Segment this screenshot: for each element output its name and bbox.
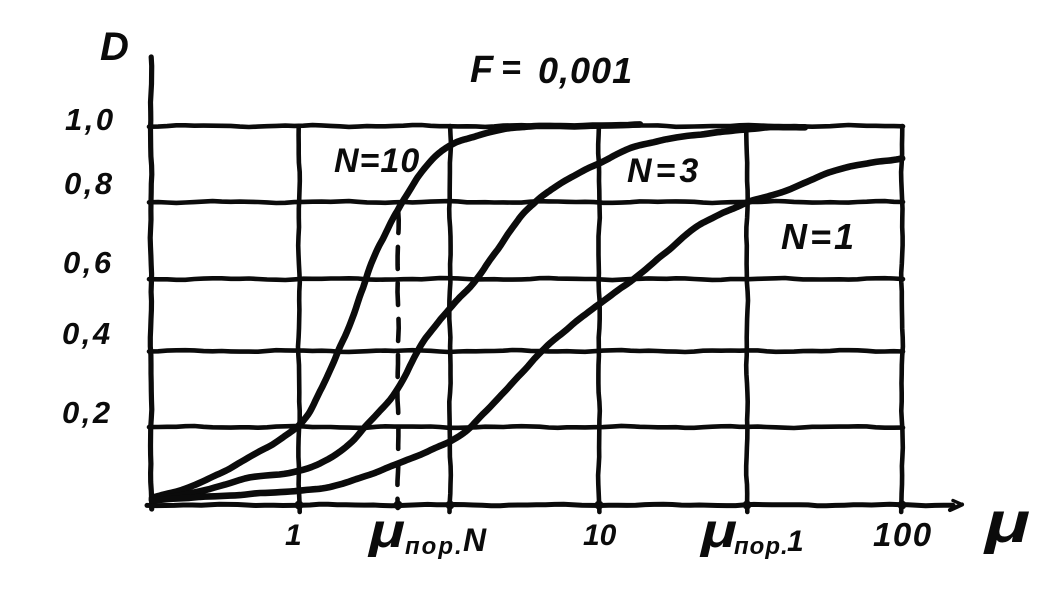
svg-text:100: 100 [873, 516, 933, 553]
svg-text:0,4: 0,4 [62, 316, 113, 351]
svg-text:μ: μ [699, 505, 738, 558]
svg-text:0,2: 0,2 [62, 395, 113, 430]
svg-text:0,8: 0,8 [64, 166, 115, 201]
svg-text:1: 1 [787, 525, 804, 558]
svg-text:F: F [470, 49, 495, 91]
svg-text:μ: μ [367, 505, 406, 558]
svg-text:10: 10 [583, 519, 617, 552]
svg-text:N=10: N=10 [334, 142, 420, 180]
svg-text:0,6: 0,6 [63, 245, 114, 280]
svg-text:1: 1 [285, 519, 302, 552]
svg-text:μ: μ [982, 490, 1030, 555]
svg-text:пор.: пор. [734, 533, 789, 560]
svg-text:D: D [100, 25, 129, 69]
svg-text:1,0: 1,0 [65, 102, 116, 137]
svg-text:=: = [501, 49, 521, 87]
svg-text:0,001: 0,001 [538, 50, 633, 91]
svg-text:N=1: N=1 [781, 216, 857, 257]
svg-text:N: N [463, 522, 487, 558]
svg-text:пор.: пор. [405, 533, 464, 560]
svg-text:N=3: N=3 [627, 152, 702, 190]
